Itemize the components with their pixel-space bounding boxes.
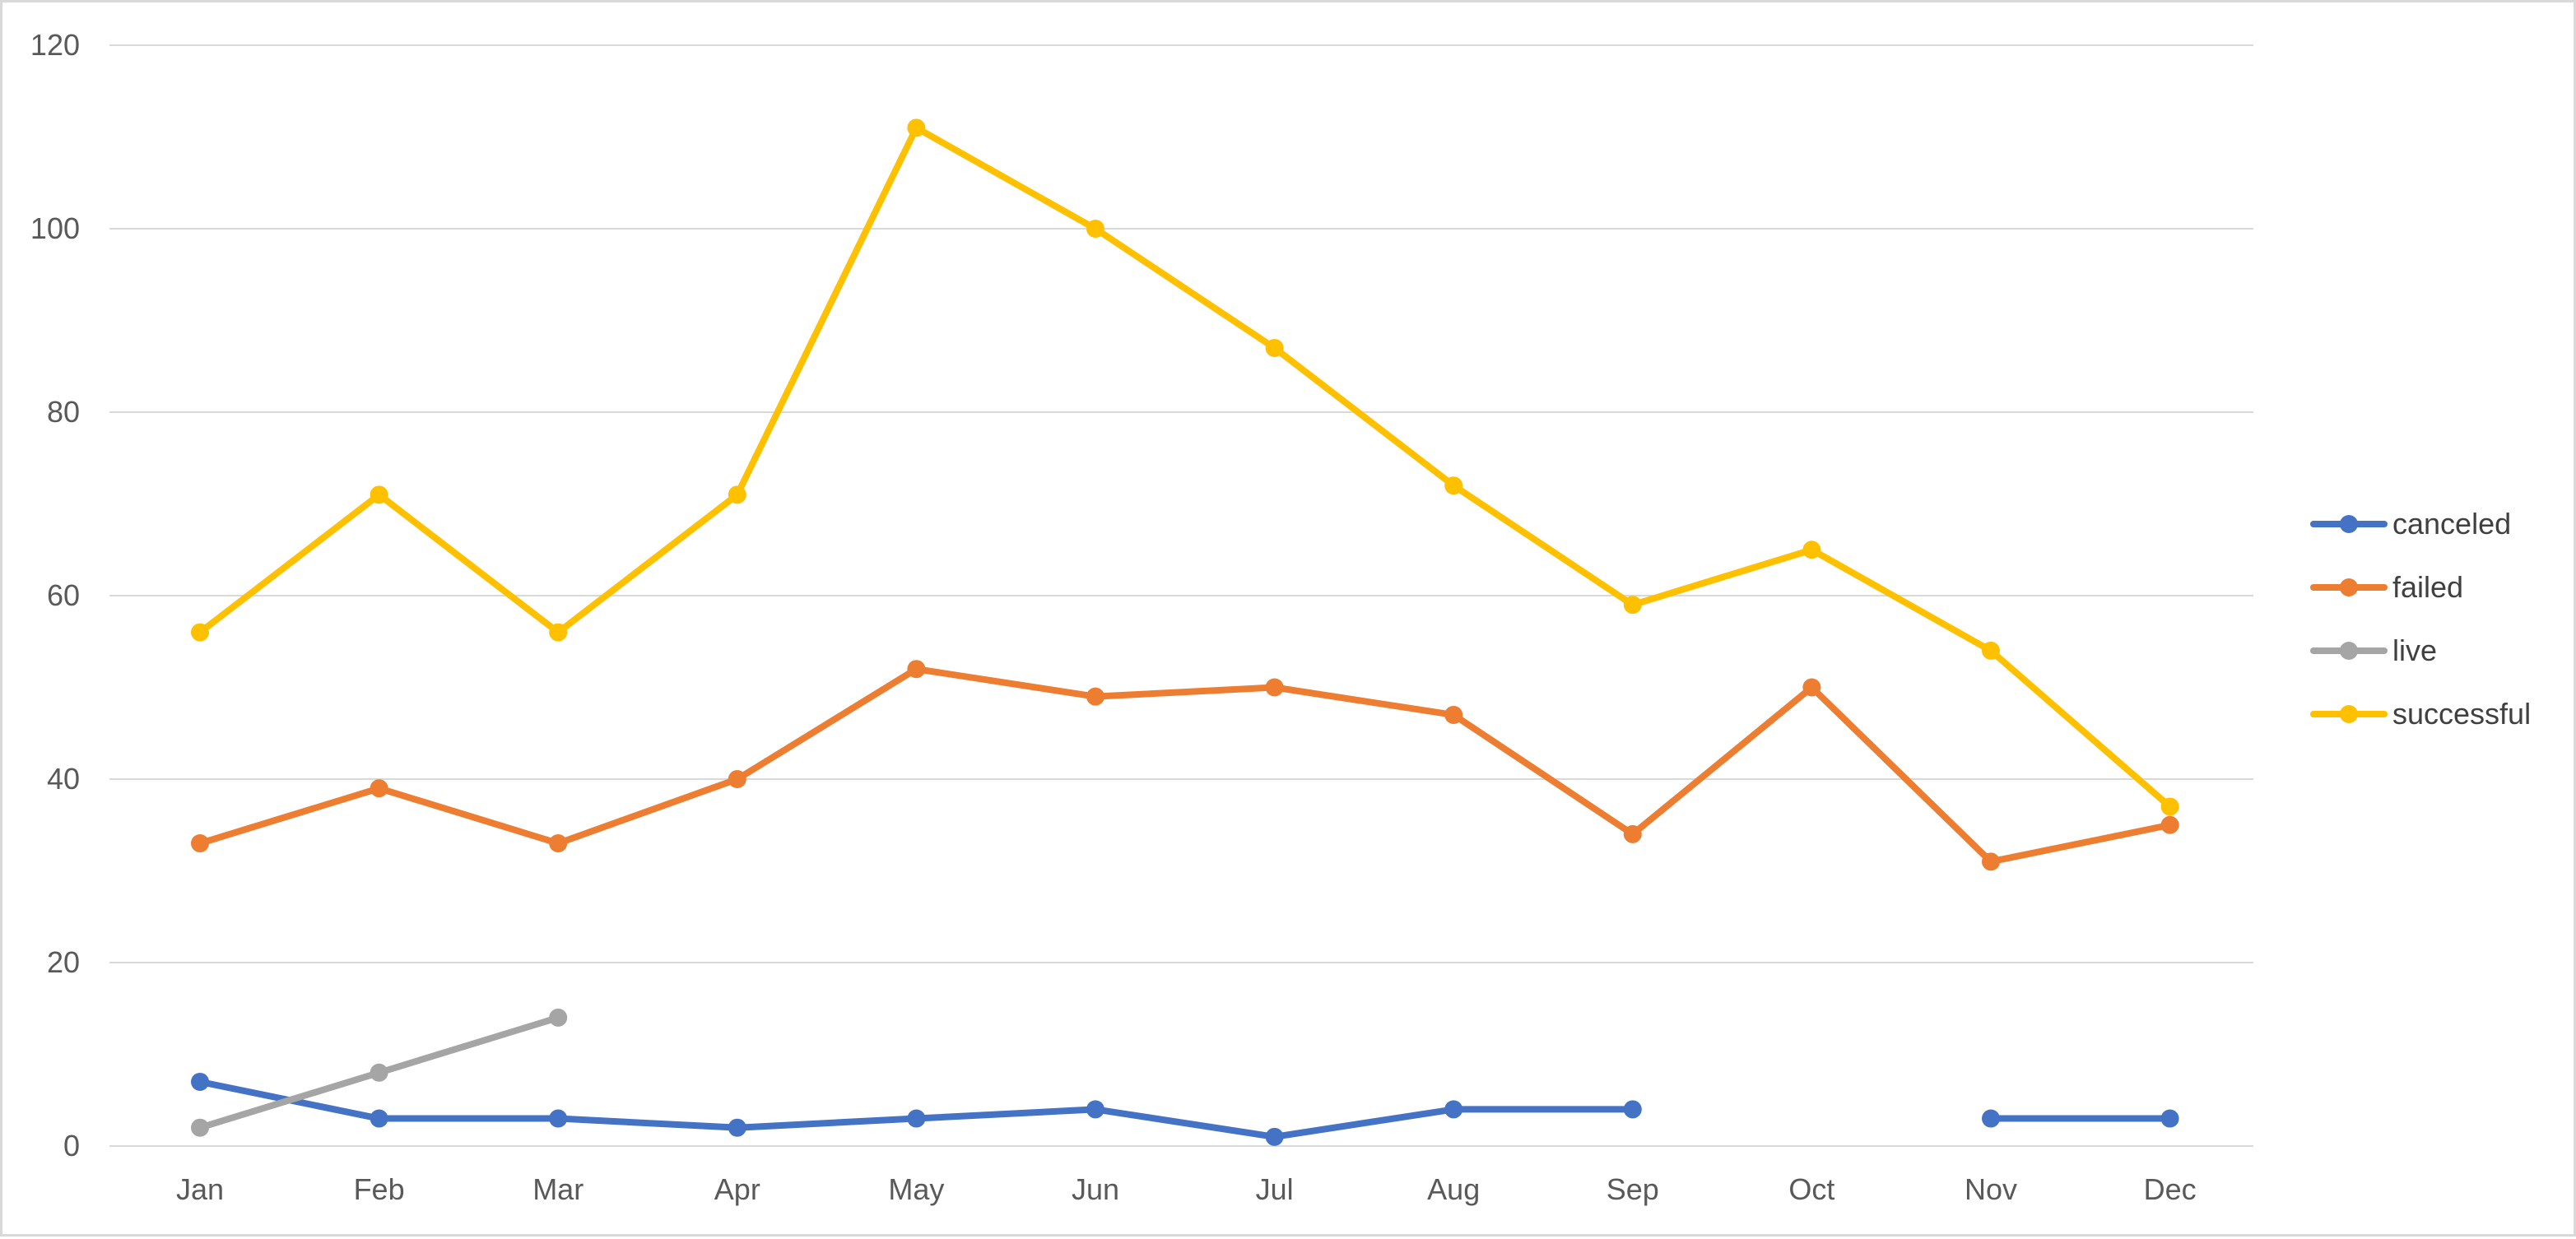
data-point-successful[interactable] bbox=[1623, 596, 1642, 615]
data-point-canceled[interactable] bbox=[1982, 1109, 2000, 1128]
series-successful bbox=[191, 118, 2179, 816]
x-tick-label: Jan bbox=[176, 1172, 224, 1206]
y-tick-label: 100 bbox=[30, 211, 80, 245]
data-point-canceled[interactable] bbox=[907, 1109, 926, 1128]
data-point-successful[interactable] bbox=[907, 118, 926, 137]
series-line-canceled bbox=[197, 1078, 1636, 1140]
data-point-canceled[interactable] bbox=[1086, 1100, 1104, 1119]
data-point-failed[interactable] bbox=[549, 834, 568, 853]
data-point-successful[interactable] bbox=[1802, 541, 1821, 559]
series-line-failed bbox=[197, 666, 2174, 865]
y-tick-label: 20 bbox=[47, 945, 80, 979]
gridlines bbox=[109, 44, 2253, 1147]
data-point-canceled[interactable] bbox=[2160, 1109, 2179, 1128]
y-tick-label: 60 bbox=[47, 578, 80, 612]
data-point-canceled[interactable] bbox=[1265, 1127, 1284, 1146]
data-point-canceled[interactable] bbox=[549, 1109, 568, 1128]
legend-swatch-marker bbox=[2340, 515, 2358, 533]
data-point-successful[interactable] bbox=[2160, 797, 2179, 816]
legend-swatch-marker bbox=[2340, 578, 2358, 596]
data-point-live[interactable] bbox=[370, 1063, 388, 1082]
legend-label: live bbox=[2392, 633, 2437, 667]
legend-swatch-marker bbox=[2340, 705, 2358, 723]
legend-item-successful[interactable]: successful bbox=[2310, 697, 2531, 731]
x-tick-label: Apr bbox=[714, 1172, 760, 1206]
legend-item-live[interactable]: live bbox=[2310, 633, 2437, 667]
data-point-successful[interactable] bbox=[370, 485, 388, 504]
data-point-live[interactable] bbox=[549, 1008, 568, 1027]
data-point-canceled[interactable] bbox=[1444, 1100, 1463, 1119]
data-point-failed[interactable] bbox=[370, 779, 388, 798]
legend-label: successful bbox=[2392, 697, 2531, 731]
series-canceled bbox=[191, 1072, 2179, 1146]
legend-item-failed[interactable]: failed bbox=[2310, 570, 2463, 604]
data-point-successful[interactable] bbox=[1982, 641, 2000, 660]
x-tick-label: Aug bbox=[1427, 1172, 1480, 1206]
data-point-canceled[interactable] bbox=[1623, 1100, 1642, 1119]
data-point-failed[interactable] bbox=[2160, 815, 2179, 834]
data-point-canceled[interactable] bbox=[728, 1118, 746, 1137]
y-tick-label: 0 bbox=[63, 1129, 80, 1162]
data-point-failed[interactable] bbox=[191, 834, 209, 853]
legend-swatch-marker bbox=[2340, 642, 2358, 660]
data-point-successful[interactable] bbox=[1265, 338, 1284, 357]
y-tick-label: 40 bbox=[47, 762, 80, 796]
data-point-failed[interactable] bbox=[1802, 678, 1821, 697]
x-axis-tick-labels: Jan Feb Mar Apr May Jun Jul Aug Sep Oct Nov Dec bbox=[176, 1172, 2197, 1206]
x-tick-label: Sep bbox=[1607, 1172, 1659, 1206]
data-point-successful[interactable] bbox=[549, 623, 568, 642]
data-point-failed[interactable] bbox=[1982, 852, 2000, 871]
legend-label: canceled bbox=[2392, 507, 2511, 541]
data-point-successful[interactable] bbox=[1444, 476, 1463, 495]
x-tick-label: Oct bbox=[1788, 1172, 1834, 1206]
x-tick-label: Feb bbox=[354, 1172, 405, 1206]
y-tick-label: 80 bbox=[47, 395, 80, 429]
data-point-successful[interactable] bbox=[1086, 220, 1104, 238]
series-line-successful bbox=[197, 124, 2174, 810]
x-tick-label: Mar bbox=[532, 1172, 584, 1206]
data-point-failed[interactable] bbox=[907, 660, 926, 679]
data-point-live[interactable] bbox=[191, 1118, 209, 1137]
y-axis-tick-labels: 0 20 40 60 80 100 120 bbox=[30, 28, 80, 1162]
x-tick-label: Nov bbox=[1965, 1172, 2017, 1206]
plot-series bbox=[191, 118, 2179, 1146]
data-point-failed[interactable] bbox=[728, 770, 746, 788]
legend-label: failed bbox=[2392, 570, 2463, 604]
series-failed bbox=[191, 660, 2179, 871]
legend: canceled failed live successful bbox=[2310, 507, 2531, 731]
data-point-successful[interactable] bbox=[728, 485, 746, 504]
data-point-successful[interactable] bbox=[191, 623, 209, 642]
data-point-failed[interactable] bbox=[1444, 705, 1463, 724]
data-point-failed[interactable] bbox=[1623, 824, 1642, 843]
data-point-failed[interactable] bbox=[1086, 687, 1104, 706]
data-point-canceled[interactable] bbox=[370, 1109, 388, 1128]
data-point-canceled[interactable] bbox=[191, 1072, 209, 1091]
data-point-failed[interactable] bbox=[1265, 678, 1284, 697]
series-live bbox=[191, 1008, 568, 1137]
legend-item-canceled[interactable]: canceled bbox=[2310, 507, 2511, 541]
y-tick-label: 120 bbox=[30, 28, 80, 62]
x-tick-label: May bbox=[888, 1172, 944, 1206]
x-tick-label: Jul bbox=[1256, 1172, 1294, 1206]
x-tick-label: Dec bbox=[2144, 1172, 2197, 1206]
x-tick-label: Jun bbox=[1072, 1172, 1119, 1206]
